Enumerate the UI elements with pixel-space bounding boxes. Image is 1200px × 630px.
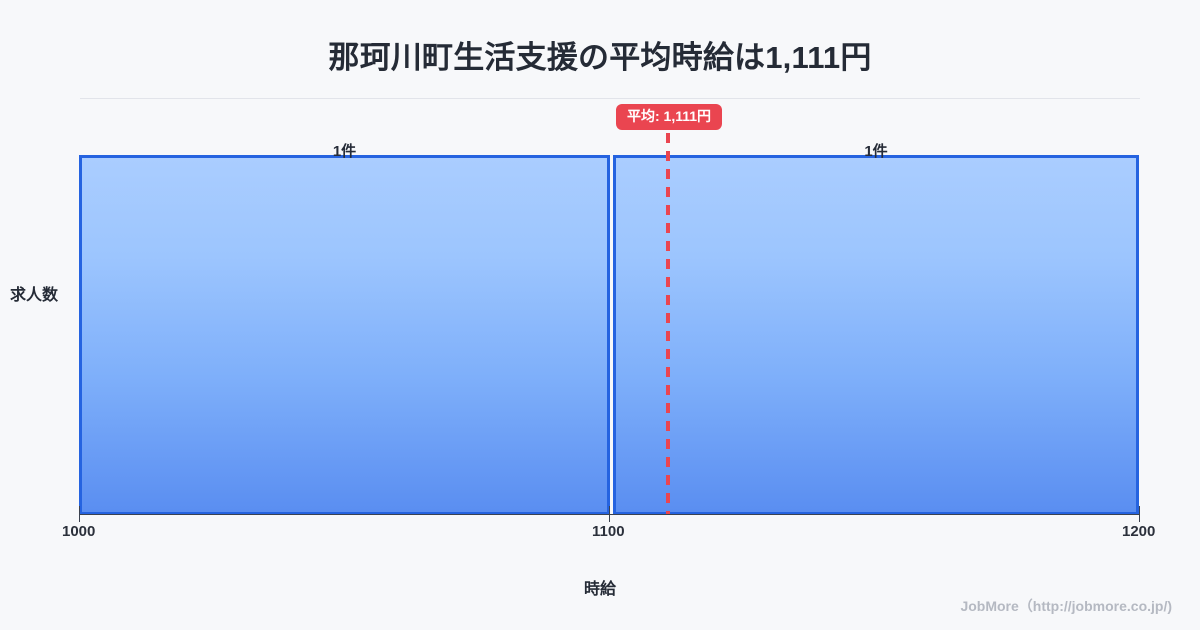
x-axis-tick — [609, 506, 610, 522]
x-axis-tick-label: 1200 — [1122, 523, 1156, 540]
x-axis-title: 時給 — [583, 581, 616, 598]
x-axis-tick-label: 1100 — [592, 523, 625, 540]
y-axis-title: 求人数 — [10, 287, 59, 304]
mean-value-badge: 平均: 1,111円 — [616, 104, 723, 130]
x-axis-tick-label: 1000 — [62, 523, 96, 540]
page-title: 那珂川町生活支援の平均時給は1,111円 — [328, 40, 872, 75]
bar-value-label: 1件 — [864, 143, 888, 160]
histogram-bar[interactable] — [79, 155, 610, 515]
footer-credit: JobMore（http://jobmore.co.jp/) — [960, 598, 1172, 614]
x-axis-tick — [79, 506, 80, 522]
mean-dashed-line — [666, 133, 670, 515]
title-divider — [80, 98, 1140, 99]
x-axis-tick — [1139, 506, 1140, 522]
histogram-bar[interactable] — [613, 155, 1139, 515]
bar-value-label: 1件 — [332, 143, 357, 160]
